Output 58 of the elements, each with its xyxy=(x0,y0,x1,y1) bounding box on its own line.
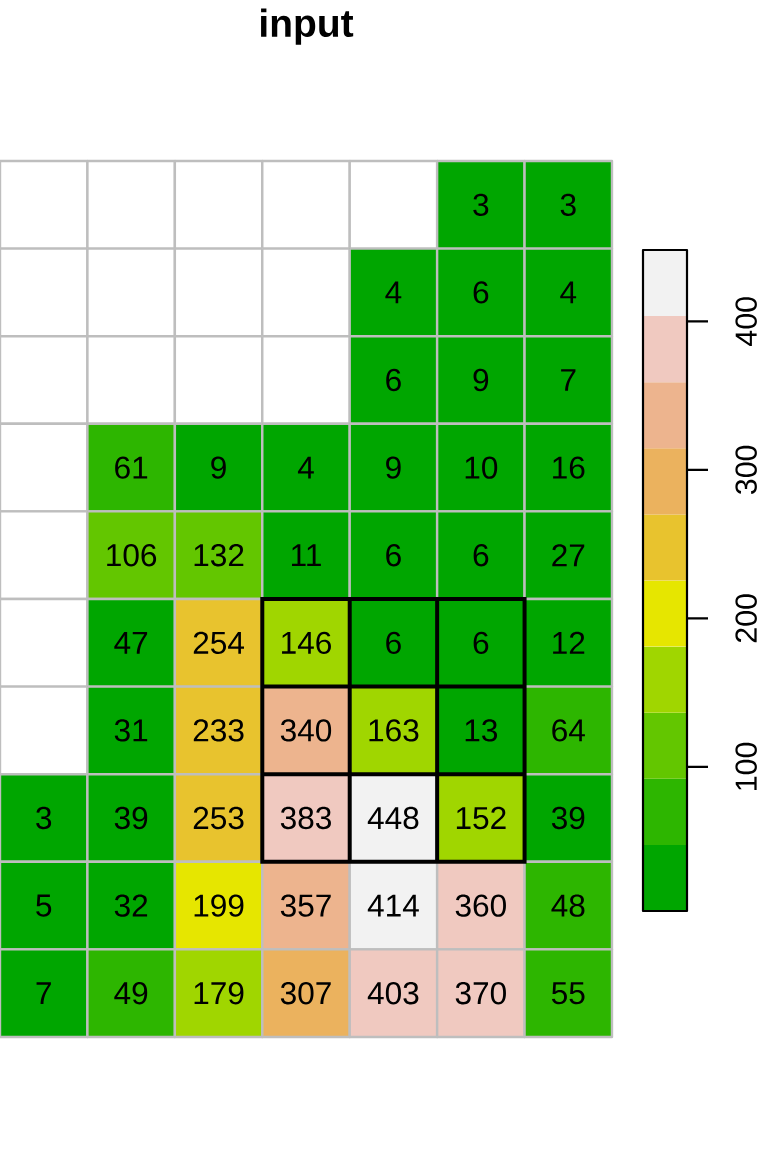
data-label: 414 xyxy=(367,894,419,917)
data-label: 32 xyxy=(114,894,148,917)
data-label: 3 xyxy=(560,193,576,216)
data-label: 132 xyxy=(194,544,244,567)
data-label: 3 xyxy=(473,193,489,216)
data-label: 254 xyxy=(193,631,244,654)
data-label: 403 xyxy=(367,982,419,1005)
data-label: 6 xyxy=(386,368,401,392)
data-label: 7 xyxy=(561,369,576,391)
data-label: 7 xyxy=(36,982,51,1005)
data-label: 6 xyxy=(386,631,401,654)
chart-title: input xyxy=(261,8,354,45)
data-label: 55 xyxy=(551,982,585,1005)
color-bar-label: 200 xyxy=(735,594,757,643)
data-label: 9 xyxy=(386,456,401,479)
data-label: 39 xyxy=(114,806,148,830)
data-label: 146 xyxy=(282,631,331,654)
data-label: 11 xyxy=(292,544,321,567)
data-label: 253 xyxy=(193,806,244,830)
data-label: 39 xyxy=(551,806,585,830)
data-label: 16 xyxy=(553,456,585,479)
data-label: 27 xyxy=(552,544,585,567)
data-label: 4 xyxy=(560,281,577,304)
data-label: 31 xyxy=(114,719,148,742)
data-label: 233 xyxy=(193,719,244,742)
data-label: 6 xyxy=(386,544,401,567)
data-label: 152 xyxy=(456,806,506,830)
data-label: 357 xyxy=(280,894,331,917)
data-label: 163 xyxy=(369,719,419,742)
data-label: 5 xyxy=(36,894,52,917)
data-label: 6 xyxy=(473,544,489,567)
data-label: 12 xyxy=(553,631,585,654)
data-label: 61 xyxy=(115,456,148,479)
data-label: 3 xyxy=(36,806,52,830)
data-label: 9 xyxy=(211,456,226,479)
data-label: 64 xyxy=(552,719,585,742)
color-bar-label: 100 xyxy=(735,742,757,790)
data-label: 6 xyxy=(473,631,489,654)
data-label: 179 xyxy=(194,982,244,1005)
data-label: 49 xyxy=(114,982,148,1005)
data-label: 307 xyxy=(280,982,331,1005)
color-bar-label: 400 xyxy=(735,297,757,346)
data-label: 370 xyxy=(455,982,506,1005)
data-label: 4 xyxy=(297,456,314,479)
data-label: 9 xyxy=(473,368,489,392)
data-label: 13 xyxy=(465,719,498,742)
data-label: 383 xyxy=(280,806,331,830)
data-label: 4 xyxy=(385,281,402,304)
data-label: 448 xyxy=(367,806,419,830)
data-label: 106 xyxy=(107,544,157,567)
data-label: 6 xyxy=(473,281,489,304)
data-label: 48 xyxy=(551,894,585,917)
data-label: 340 xyxy=(280,719,332,742)
data-label: 47 xyxy=(114,631,148,654)
data-label: 360 xyxy=(455,894,506,917)
color-bar-label: 300 xyxy=(735,445,757,495)
data-label: 199 xyxy=(194,894,244,917)
data-label: 10 xyxy=(465,456,498,479)
